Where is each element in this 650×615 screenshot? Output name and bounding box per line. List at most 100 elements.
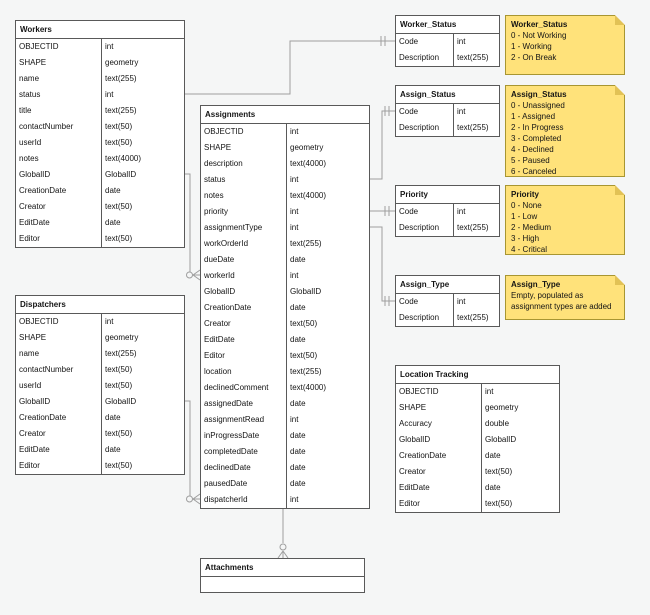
- field-name: OBJECTID: [19, 42, 59, 51]
- field-name: notes: [204, 191, 224, 200]
- field-name: priority: [204, 207, 229, 216]
- field-row: declinedComment text(4000): [201, 380, 369, 396]
- field-row: assignmentRead int: [201, 412, 369, 428]
- note-assign-status-note: Assign_Status 0 - Unassigned 1 - Assigned 2…: [505, 85, 625, 177]
- field-type: text(50): [101, 135, 184, 151]
- field-name: Description: [399, 223, 440, 232]
- field-row: description text(4000): [201, 156, 369, 172]
- field-row: status int: [16, 87, 184, 103]
- field-name: EditDate: [399, 483, 430, 492]
- connector-assignments-assign-status: [370, 106, 395, 180]
- field-name: CreationDate: [399, 451, 447, 460]
- field-name: assignmentRead: [204, 415, 265, 424]
- field-type: int: [286, 172, 369, 188]
- table-title: Attachments: [201, 559, 364, 577]
- table-worker-status: Worker_Status Code int Description text(255): [395, 15, 500, 67]
- field-type: date: [286, 444, 369, 460]
- field-type: GlobalID: [101, 167, 184, 183]
- table-body: Code int Description text(255): [396, 34, 499, 66]
- field-name: EditDate: [19, 445, 50, 454]
- field-type: int: [286, 268, 369, 284]
- field-row: declinedDate date: [201, 460, 369, 476]
- field-type: int: [481, 384, 559, 400]
- field-row: Code int: [396, 204, 499, 220]
- field-row: userId text(50): [16, 378, 184, 394]
- field-row: OBJECTID int: [201, 124, 369, 140]
- table-body: OBJECTID int SHAPE geometry description text(…: [201, 124, 369, 508]
- field-type: GlobalID: [101, 394, 184, 410]
- field-row: contactNumber text(50): [16, 362, 184, 378]
- field-type: date: [286, 476, 369, 492]
- field-type: text(50): [101, 426, 184, 442]
- field-row: status int: [201, 172, 369, 188]
- field-row: SHAPE geometry: [16, 330, 184, 346]
- field-type: date: [101, 442, 184, 458]
- field-name: CreationDate: [204, 303, 252, 312]
- field-name: completedDate: [204, 447, 258, 456]
- field-row: Editor text(50): [396, 496, 559, 512]
- field-type: date: [101, 183, 184, 199]
- field-type: text(255): [286, 236, 369, 252]
- field-type: double: [481, 416, 559, 432]
- field-name: workOrderId: [204, 239, 249, 248]
- table-assign-type: Assign_Type Code int Description text(255): [395, 275, 500, 327]
- field-type: text(4000): [286, 380, 369, 396]
- field-row: Description text(255): [396, 220, 499, 236]
- field-type: text(50): [481, 464, 559, 480]
- field-row: contactNumber text(50): [16, 119, 184, 135]
- field-type: GlobalID: [481, 432, 559, 448]
- field-row: Accuracy double: [396, 416, 559, 432]
- field-name: dueDate: [204, 255, 235, 264]
- field-row: Editor text(50): [16, 458, 184, 474]
- field-type: date: [286, 428, 369, 444]
- field-row: CreationDate date: [396, 448, 559, 464]
- field-type: int: [286, 492, 369, 508]
- field-name: assignedDate: [204, 399, 253, 408]
- note-line: 5 - Paused: [511, 156, 550, 165]
- field-row: Editor text(50): [201, 348, 369, 364]
- field-type: date: [481, 448, 559, 464]
- field-type: text(50): [101, 378, 184, 394]
- field-name: name: [19, 349, 40, 358]
- field-type: text(255): [453, 220, 499, 236]
- table-title: Assign_Status: [396, 86, 499, 104]
- field-name: Code: [399, 37, 419, 46]
- note-line: 0 - Not Working: [511, 31, 567, 40]
- field-name: EditDate: [204, 335, 235, 344]
- field-row: notes text(4000): [201, 188, 369, 204]
- note-line: 1 - Working: [511, 42, 552, 51]
- field-type: text(255): [101, 71, 184, 87]
- table-priority: Priority Code int Description text(255): [395, 185, 500, 237]
- field-row: name text(255): [16, 71, 184, 87]
- field-row: EditDate date: [201, 332, 369, 348]
- table-workers: Workers OBJECTID int SHAPE geometry name text(…: [15, 20, 185, 248]
- field-row: GlobalID GlobalID: [16, 394, 184, 410]
- field-type: text(255): [453, 310, 499, 326]
- field-name: Editor: [204, 351, 225, 360]
- connector-workers-assignments: [185, 173, 201, 281]
- field-type: date: [286, 332, 369, 348]
- field-name: Code: [399, 297, 419, 306]
- table-title: Dispatchers: [16, 296, 184, 314]
- note-line: 4 - Critical: [511, 245, 548, 254]
- field-type: text(50): [101, 362, 184, 378]
- field-row: GlobalID GlobalID: [201, 284, 369, 300]
- field-type: geometry: [481, 400, 559, 416]
- field-type: text(50): [286, 316, 369, 332]
- field-name: userId: [19, 138, 42, 147]
- field-name: dispatcherId: [204, 495, 248, 504]
- field-type: int: [286, 412, 369, 428]
- field-name: Code: [399, 107, 419, 116]
- field-name: OBJECTID: [399, 387, 439, 396]
- field-type: text(255): [101, 346, 184, 362]
- connector-assignments-priority: [370, 206, 395, 216]
- note-assign-type-note: Assign_Type Empty, populated as assignmen…: [505, 275, 625, 320]
- table-assignments: Assignments OBJECTID int SHAPE geometry descr…: [200, 105, 370, 509]
- field-type: geometry: [101, 330, 184, 346]
- note-line: 3 - Completed: [511, 134, 562, 143]
- field-type: text(255): [286, 364, 369, 380]
- field-type: text(255): [101, 103, 184, 119]
- field-name: contactNumber: [19, 365, 74, 374]
- table-title: Location Tracking: [396, 366, 559, 384]
- note-line: 4 - Declined: [511, 145, 554, 154]
